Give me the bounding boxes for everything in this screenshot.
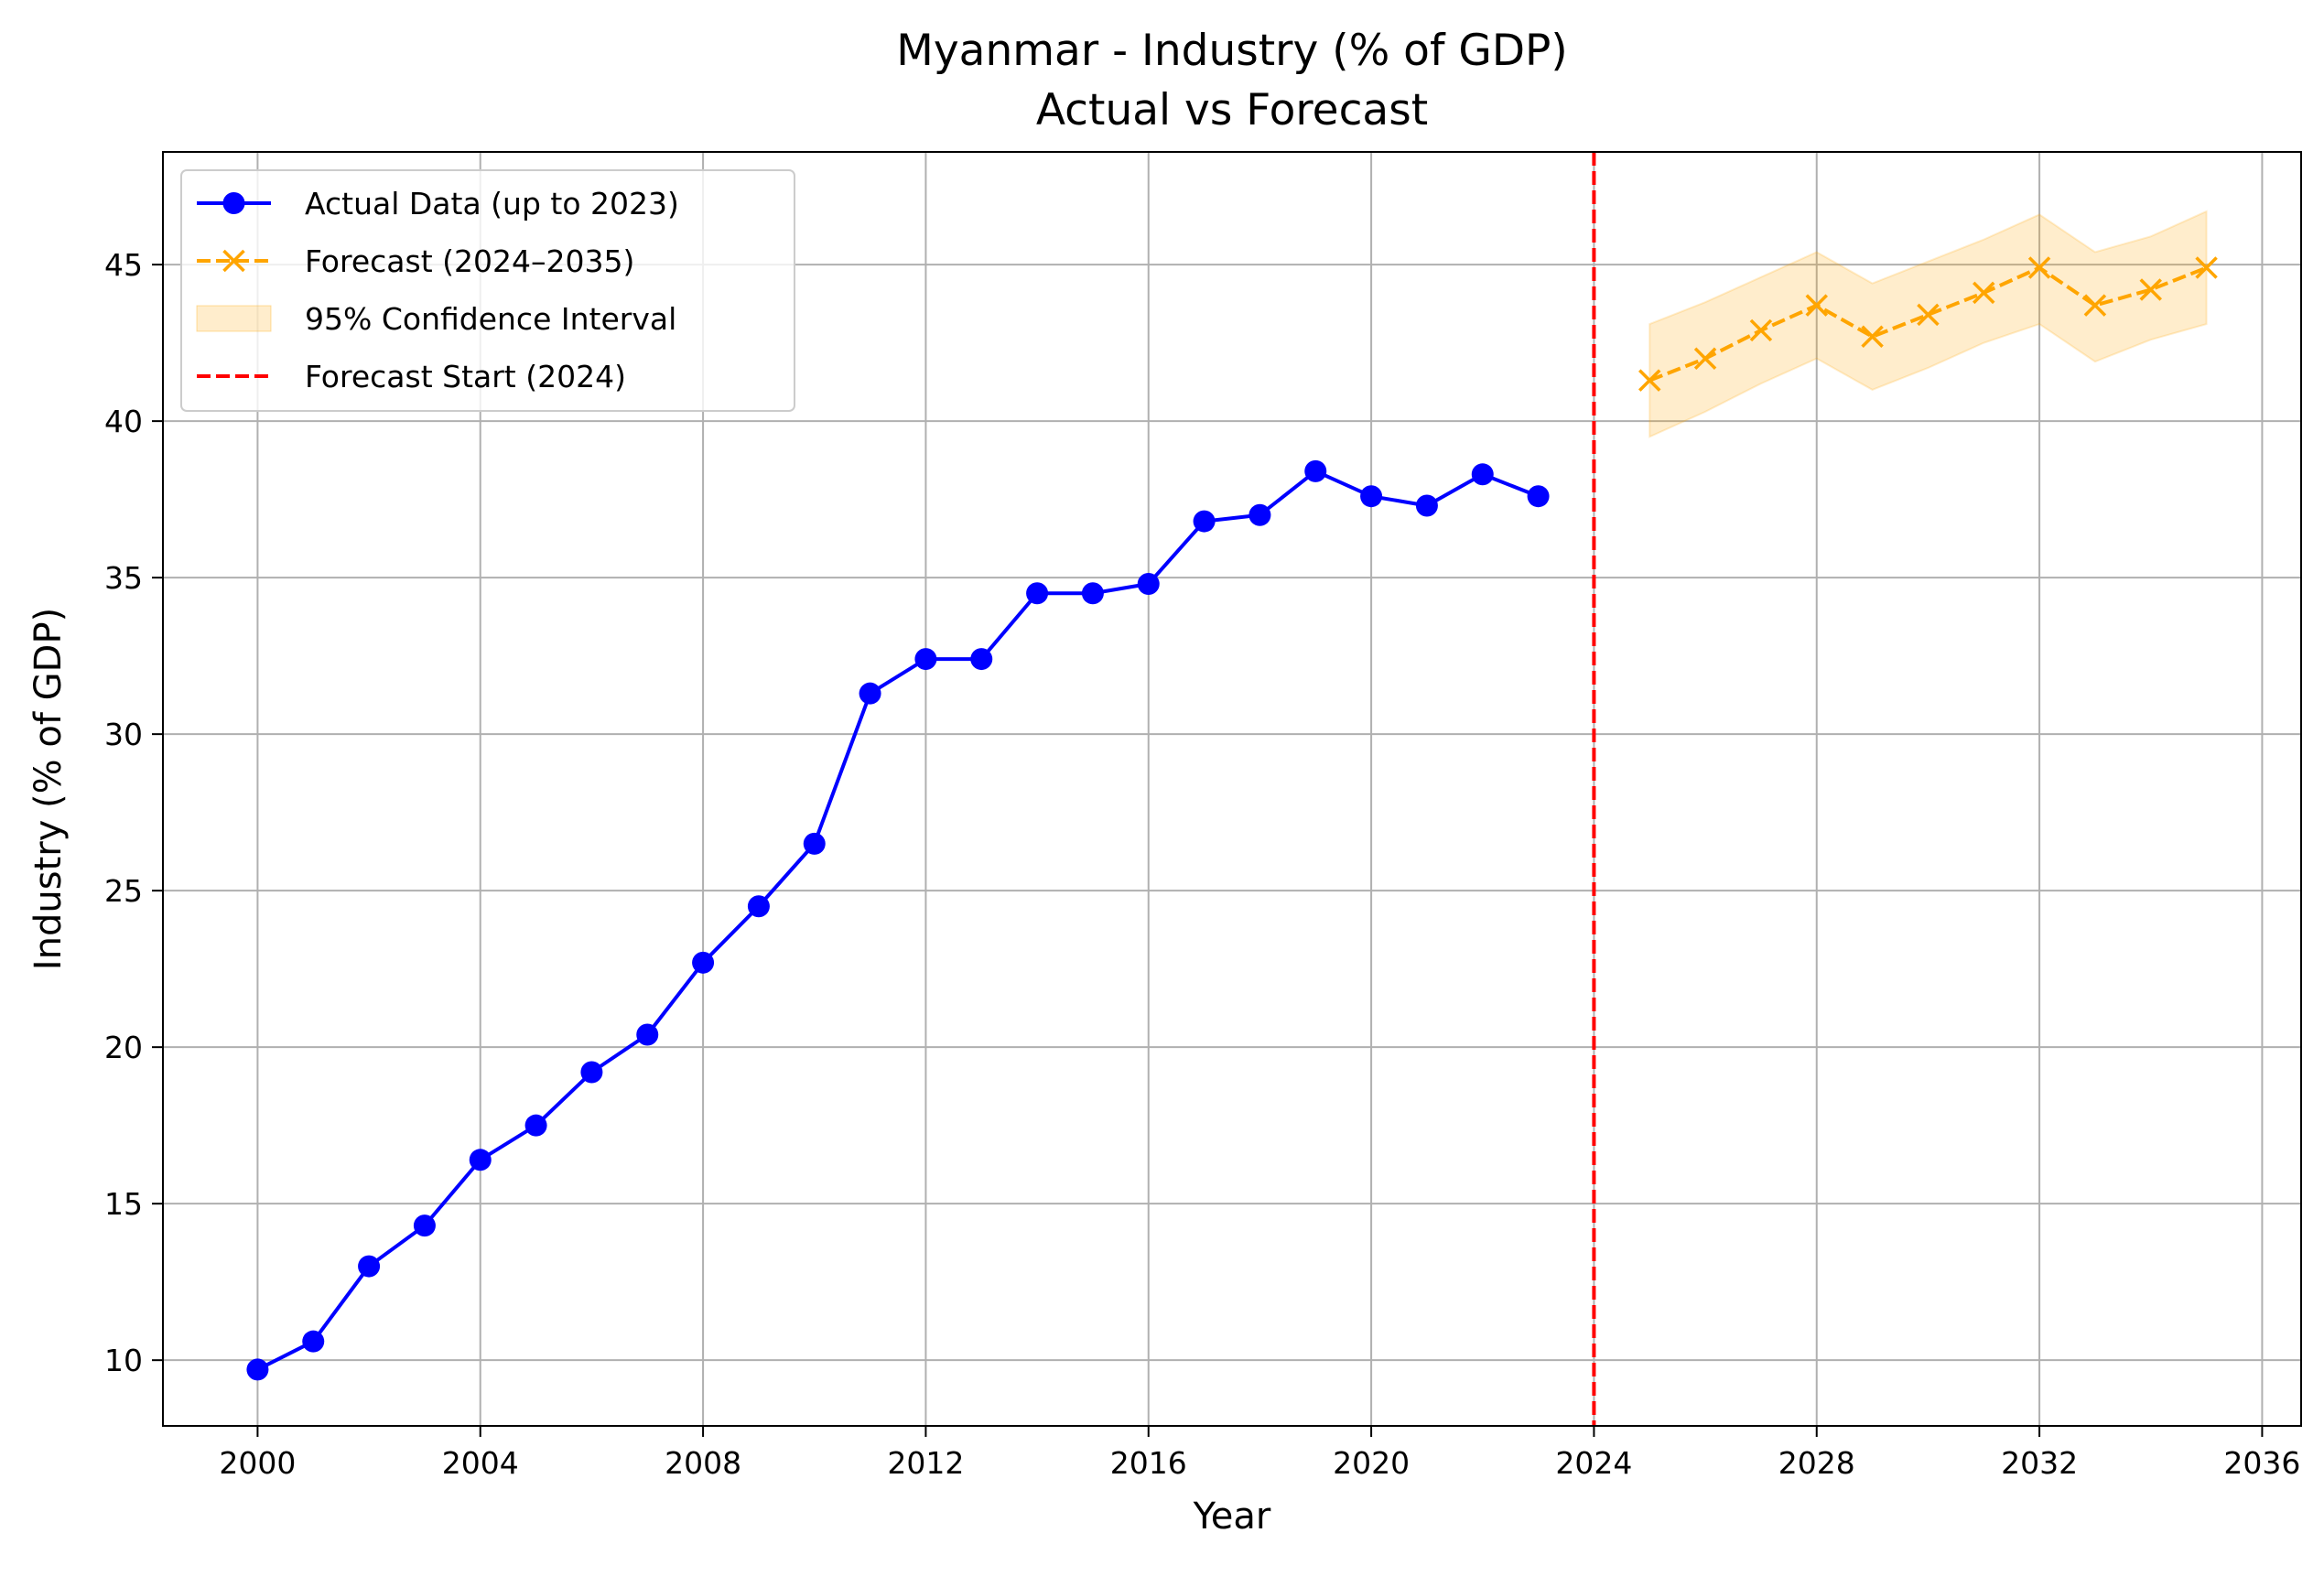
forecast-data-point [2139, 278, 2162, 301]
forecast-marker-stroke [1693, 347, 1717, 370]
actual-data-point [1471, 463, 1494, 486]
axis-ticks: 2000 2004 2008 2012 2016 2020 2024 2028 2032 2036… [104, 247, 2300, 1481]
forecast-data-point [2027, 256, 2051, 279]
forecast-data-point [1973, 281, 1995, 305]
legend-box [180, 169, 795, 412]
actual-data-point [580, 1061, 603, 1084]
forecast-marker-stroke [2139, 278, 2162, 301]
legend: Actual Data (up to 2023) Forecast (2024–2… [180, 169, 795, 412]
legend-actual-marker [222, 192, 245, 214]
actual-data-point [246, 1358, 269, 1381]
forecast-marker-stroke [1973, 281, 1995, 305]
actual-data-point [524, 1114, 547, 1137]
legend-ci-swatch [196, 305, 272, 332]
legend-forecast-marker [222, 249, 245, 273]
actual-data-point [747, 895, 770, 918]
actual-data-point [302, 1330, 325, 1353]
actual-data-point [469, 1149, 492, 1171]
actual-data-point [914, 648, 937, 671]
x-axis-label: Year [1193, 1495, 1271, 1538]
x-tick-label: 2020 [1333, 1445, 1410, 1481]
chart-subtitle: Actual vs Forecast [1036, 85, 1428, 135]
actual-data-point [859, 682, 881, 705]
forecast-marker-stroke [2083, 294, 2107, 317]
y-tick-label: 20 [104, 1030, 143, 1065]
legend-items: Actual Data (up to 2023) Forecast (2024–2… [196, 186, 679, 394]
forecast-data-point [2083, 294, 2107, 317]
actual-data-point [358, 1255, 381, 1278]
x-tick-label: 2004 [442, 1445, 519, 1481]
confidence-band [1648, 210, 2208, 438]
forecast-data-point [1861, 325, 1884, 349]
y-tick-label: 10 [104, 1343, 143, 1378]
y-tick-label: 35 [104, 560, 143, 596]
forecast-data-point [1693, 347, 1717, 370]
actual-data-point [970, 648, 993, 671]
x-tick-label: 2028 [1778, 1445, 1855, 1481]
forecast-marker-stroke [2195, 256, 2218, 279]
actual-data-point [1304, 459, 1327, 482]
y-tick-label: 30 [104, 717, 143, 752]
plot-frame [162, 151, 2302, 1427]
forecast-marker-stroke [2027, 256, 2051, 279]
forecast-data-point [1749, 318, 1773, 342]
actual-data-point [692, 951, 715, 974]
actual-data-point [1527, 485, 1550, 508]
actual-data-point [1193, 510, 1216, 533]
forecast-data-point [1917, 303, 1940, 327]
x-tick-label: 2036 [2223, 1445, 2300, 1481]
x-tick-label: 2008 [665, 1445, 741, 1481]
y-tick-label: 15 [104, 1186, 143, 1222]
forecast-marker-stroke [1917, 303, 1940, 327]
forecast-marker-stroke [1749, 318, 1773, 342]
x-tick-label: 2000 [219, 1445, 296, 1481]
legend-label-forecast-start: Forecast Start (2024) [305, 359, 626, 394]
actual-data-point [413, 1214, 436, 1237]
forecast-marker-stroke [1638, 369, 1661, 392]
chart-title: Myanmar - Industry (% of GDP) [896, 26, 1567, 76]
actual-data-point [1248, 503, 1271, 526]
actual-data-point [1026, 582, 1049, 605]
x-tick-label: 2016 [1110, 1445, 1187, 1481]
series-layer [246, 256, 2218, 1381]
legend-label-ci: 95% Confidence Interval [305, 301, 676, 337]
x-tick-label: 2032 [2001, 1445, 2078, 1481]
actual-data-point [1360, 485, 1383, 508]
legend-label-forecast: Forecast (2024–2035) [305, 243, 634, 279]
actual-data-point [1415, 494, 1438, 517]
forecast-data-point [1805, 294, 1828, 317]
x-tick-label: 2012 [887, 1445, 964, 1481]
y-tick-label: 25 [104, 873, 143, 909]
forecast-marker-stroke [1805, 294, 1828, 317]
legend-label-actual: Actual Data (up to 2023) [305, 186, 679, 221]
actual-data-point [1081, 582, 1104, 605]
forecast-marker-stroke [1861, 325, 1884, 349]
y-axis-label: Industry (% of GDP) [27, 608, 70, 970]
x-tick-label: 2024 [1555, 1445, 1632, 1481]
confidence-band-layer [1648, 210, 2208, 438]
forecast-data-point [1638, 369, 1661, 392]
y-tick-label: 40 [104, 404, 143, 439]
forecast-data-point [2195, 256, 2218, 279]
actual-data-point [803, 832, 826, 855]
y-tick-label: 45 [104, 247, 143, 283]
actual-data-point [1137, 572, 1160, 595]
forecast-series-line [1648, 265, 2208, 383]
actual-data-point [636, 1023, 659, 1046]
